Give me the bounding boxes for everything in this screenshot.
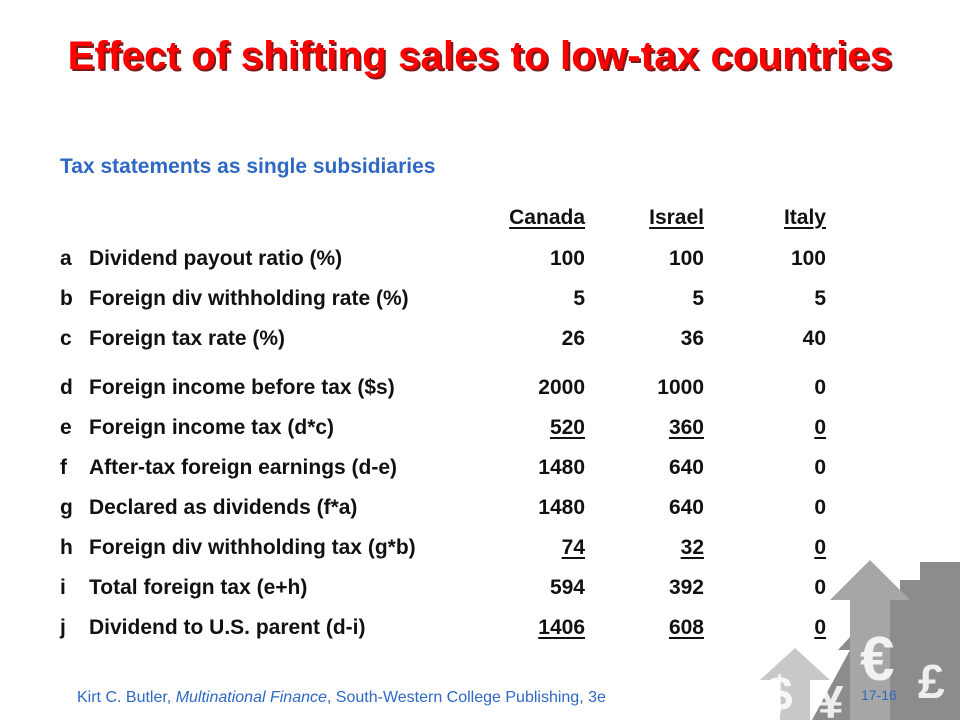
cell-israel: 1000 — [657, 376, 704, 399]
cell-israel: 36 — [680, 327, 704, 350]
row-letter: g — [60, 496, 73, 519]
cell-israel: 5 — [692, 287, 704, 310]
row-letter: e — [60, 416, 72, 439]
footer-book-title: Multinational Finance — [175, 689, 327, 706]
table-row: j Dividend to U.S. parent (d-i) 1406 608 0 — [0, 616, 960, 646]
column-header-italy: Italy — [783, 206, 826, 229]
cell-israel: 360 — [668, 416, 704, 439]
cell-israel: 32 — [680, 536, 704, 559]
table-row: a Dividend payout ratio (%) 100 100 100 — [0, 247, 960, 277]
cell-canada: 74 — [561, 536, 585, 559]
currency-arrows-decoration: $ ¥ € £ — [760, 560, 960, 720]
row-letter: i — [60, 576, 66, 599]
pound-symbol: £ — [918, 656, 945, 709]
euro-symbol: € — [860, 625, 894, 694]
cell-italy: 0 — [814, 456, 826, 479]
cell-canada: 1480 — [538, 496, 585, 519]
table-row: e Foreign income tax (d*c) 520 360 0 — [0, 416, 960, 446]
footer-author: Kirt C. Butler, — [77, 689, 176, 706]
cell-italy: 5 — [814, 287, 826, 310]
row-label: Dividend payout ratio (%) — [89, 247, 343, 270]
column-header-israel: Israel — [649, 206, 704, 229]
cell-israel: 640 — [668, 456, 704, 479]
table-row: d Foreign income before tax ($s) 2000 1000 0 — [0, 376, 960, 406]
page-number: 17-16 — [861, 687, 897, 703]
row-label: After-tax foreign earnings (d-e) — [89, 456, 398, 479]
cell-italy: 40 — [802, 327, 826, 350]
arrow-shape — [830, 560, 910, 720]
table-row: c Foreign tax rate (%) 26 36 40 — [0, 327, 960, 357]
row-label: Foreign income tax (d*c) — [89, 416, 335, 439]
table-header-row: Canada Israel Italy — [0, 206, 960, 236]
table-row: g Declared as dividends (f*a) 1480 640 0 — [0, 496, 960, 526]
cell-italy: 0 — [814, 576, 826, 599]
row-letter: b — [60, 287, 73, 310]
cell-canada: 2000 — [538, 376, 585, 399]
row-label: Declared as dividends (f*a) — [89, 496, 358, 519]
column-header-canada: Canada — [509, 206, 585, 229]
row-label: Foreign div withholding rate (%) — [89, 287, 409, 310]
row-letter: h — [60, 536, 73, 559]
row-label: Total foreign tax (e+h) — [89, 576, 308, 599]
cell-italy: 0 — [814, 536, 826, 559]
table-row: i Total foreign tax (e+h) 594 392 0 — [0, 576, 960, 606]
slide-subtitle: Tax statements as single subsidiaries — [60, 155, 436, 178]
row-label: Foreign tax rate (%) — [89, 327, 286, 350]
row-letter: j — [60, 616, 66, 639]
cell-canada: 26 — [561, 327, 585, 350]
row-letter: a — [60, 247, 72, 270]
row-label: Foreign div withholding tax (g*b) — [89, 536, 416, 559]
cell-israel: 392 — [668, 576, 704, 599]
cell-canada: 594 — [549, 576, 585, 599]
table-row: f After-tax foreign earnings (d-e) 1480 640… — [0, 456, 960, 486]
cell-canada: 5 — [573, 287, 585, 310]
row-label: Foreign income before tax ($s) — [89, 376, 395, 399]
arrow-shape — [760, 648, 830, 720]
slide-title: Effect of shifting sales to low-tax coun… — [67, 34, 893, 78]
cell-italy: 0 — [814, 416, 826, 439]
footer-citation: Kirt C. Butler, Multinational Finance, S… — [77, 689, 606, 707]
cell-canada: 1480 — [538, 456, 585, 479]
cell-israel: 608 — [668, 616, 704, 639]
cell-canada: 100 — [549, 247, 585, 270]
yen-symbol: ¥ — [818, 676, 844, 720]
table-row: b Foreign div withholding rate (%) 5 5 5 — [0, 287, 960, 317]
cell-italy: 0 — [814, 376, 826, 399]
cell-israel: 640 — [668, 496, 704, 519]
row-letter: d — [60, 376, 73, 399]
cell-canada: 1406 — [538, 616, 585, 639]
footer-publisher: , South-Western College Publishing, 3e — [326, 689, 606, 706]
cell-israel: 100 — [668, 247, 704, 270]
cell-italy: 0 — [814, 496, 826, 519]
cell-italy: 0 — [814, 616, 826, 639]
dollar-symbol: $ — [766, 668, 793, 720]
row-label: Dividend to U.S. parent (d-i) — [89, 616, 366, 639]
cell-italy: 100 — [790, 247, 826, 270]
cell-canada: 520 — [549, 416, 585, 439]
table-row: h Foreign div withholding tax (g*b) 74 32 0 — [0, 536, 960, 566]
row-letter: f — [60, 456, 67, 479]
row-letter: c — [60, 327, 72, 350]
